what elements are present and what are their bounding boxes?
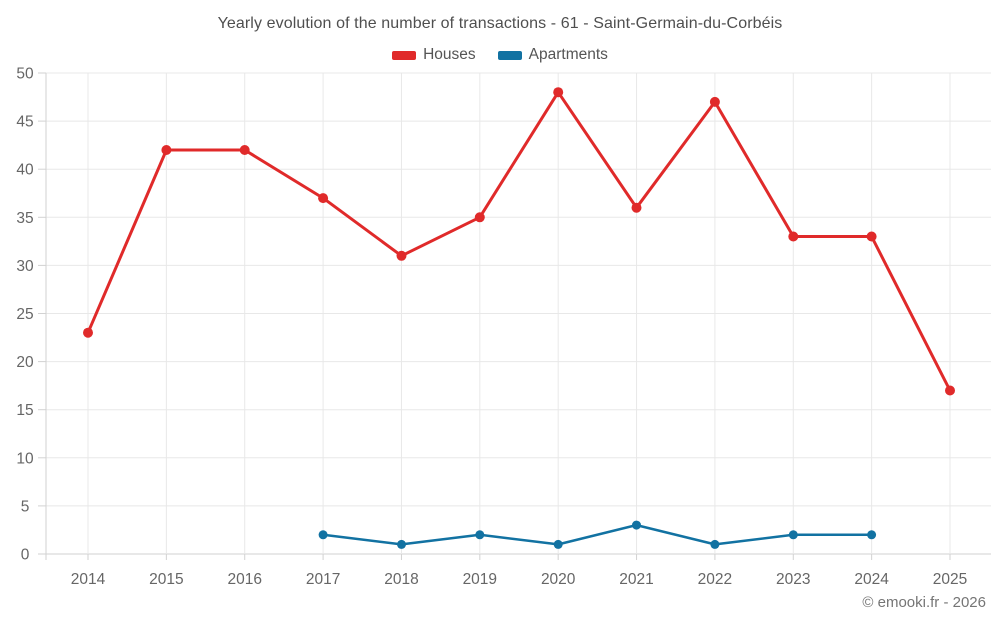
apartments-data-point[interactable] <box>397 539 406 549</box>
y-axis-label: 40 <box>16 162 34 179</box>
x-axis-label: 2015 <box>149 571 183 588</box>
series-houses <box>83 87 955 396</box>
houses-data-point[interactable] <box>239 145 250 155</box>
houses-data-point[interactable] <box>788 231 799 242</box>
x-axis-label: 2019 <box>463 571 497 588</box>
y-axis-label: 45 <box>16 114 33 131</box>
x-axis-label: 2022 <box>698 571 732 588</box>
series-apartments <box>318 520 877 549</box>
x-axis-label: 2020 <box>541 571 576 588</box>
houses-legend-label: Houses <box>423 46 476 63</box>
houses-data-point[interactable] <box>631 202 642 213</box>
y-gridlines-and-labels: 0 5 10 15 20 25 30 35 40 45 50 <box>16 66 991 564</box>
apartments-data-point[interactable] <box>867 530 877 540</box>
x-axis-label: 2024 <box>854 571 889 588</box>
y-axis-label: 10 <box>16 450 34 467</box>
chart-legend: Houses Apartments <box>0 46 1000 64</box>
x-gridlines-and-labels: 2014 2015 2016 2017 2018 2019 2020 2021 2022 2023… <box>45 73 967 588</box>
apartments-data-point[interactable] <box>475 530 485 540</box>
apartments-data-point[interactable] <box>318 530 328 540</box>
y-axis-label: 30 <box>16 258 34 275</box>
x-axis-label: 2017 <box>306 571 340 588</box>
houses-line <box>86 90 952 392</box>
y-axis-label: 20 <box>16 354 34 371</box>
y-axis-label: 35 <box>16 210 33 227</box>
houses-data-point[interactable] <box>396 250 407 261</box>
houses-legend-swatch-icon <box>392 50 417 60</box>
apartments-line <box>321 523 873 546</box>
y-axis-label: 25 <box>16 306 33 323</box>
chart-title: Yearly evolution of the number of transa… <box>217 15 783 32</box>
houses-data-point[interactable] <box>553 87 564 98</box>
copyright-credit: © emooki.fr - 2026 <box>862 594 986 611</box>
houses-data-point[interactable] <box>83 327 93 338</box>
apartments-legend-swatch-icon <box>497 50 522 60</box>
x-axis-label: 2025 <box>933 571 967 588</box>
y-axis-label: 5 <box>21 498 30 515</box>
x-axis-label: 2018 <box>384 571 418 588</box>
y-axis-label: 50 <box>16 66 34 83</box>
houses-data-point[interactable] <box>318 193 329 204</box>
x-axis-label: 2016 <box>227 571 261 588</box>
apartments-data-point[interactable] <box>553 539 563 549</box>
x-axis-label: 2014 <box>71 571 106 588</box>
apartments-data-point[interactable] <box>710 539 720 549</box>
houses-data-point[interactable] <box>161 145 172 155</box>
houses-data-point[interactable] <box>866 231 877 242</box>
apartments-legend-label: Apartments <box>528 46 608 63</box>
legend-item-apartments[interactable]: Apartments <box>497 46 608 64</box>
x-axis-label: 2023 <box>776 571 810 588</box>
x-axis-label: 2021 <box>619 571 653 588</box>
apartments-data-point[interactable] <box>632 520 641 530</box>
y-axis-label: 15 <box>16 402 33 419</box>
y-axis-label: 0 <box>21 547 30 564</box>
apartments-data-point[interactable] <box>788 530 798 540</box>
legend-item-houses[interactable]: Houses <box>392 46 476 64</box>
houses-data-point[interactable] <box>709 96 720 107</box>
houses-data-point[interactable] <box>474 212 485 223</box>
houses-data-point[interactable] <box>945 385 955 396</box>
